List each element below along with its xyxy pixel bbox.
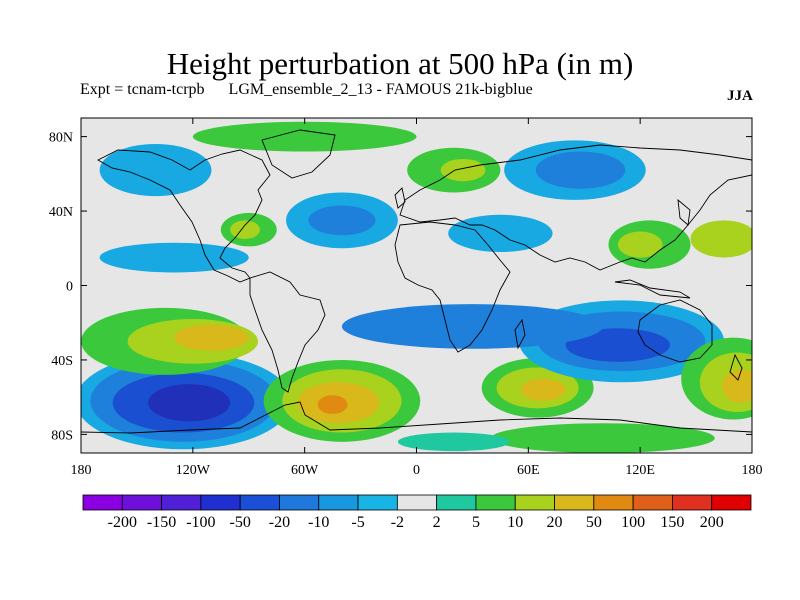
contour-region-north-america-yellow [230,220,260,239]
colorbar-swatch [82,494,123,511]
colorbar-label: -100 [186,514,215,531]
contour-region-south-pacific-low-core [148,384,231,422]
lat-tick-label: 0 [66,280,73,295]
colorbar: -200 -150 -100 -50 -20 -10 -5 -2 2 5 10 20 50 100 150 2… [82,494,752,531]
season-label: JJA [727,88,753,104]
lon-tick-label: 120E [625,463,655,478]
lon-tick-label: 60W [291,463,319,478]
colorbar-label: -150 [147,514,176,531]
contour-regions [81,121,752,453]
lon-tick-label: 120W [176,463,211,478]
coastline-antarctica [81,401,752,434]
colorbar-swatch [161,494,202,511]
contour-region-europe-yellow [440,158,486,182]
contour-region-west-pacific-green [690,220,752,258]
colorbar-label: 10 [507,514,523,531]
contour-region-north-pacific-blue [99,144,212,197]
colorbar-label: 2 [433,514,441,531]
colorbar-swatch [672,494,713,511]
coastline-australia [637,299,713,363]
coastline-south-america [249,271,326,393]
colorbar-swatch [436,494,477,511]
colorbar-label: 5 [472,514,480,531]
colorbar-swatch [239,494,280,511]
lon-tick-label: 60E [517,463,540,478]
lat-tick-label: 80N [49,131,73,146]
contour-region-antarctic-teal [397,432,510,452]
colorbar-label: 50 [586,514,602,531]
run-label: LGM_ensemble_2_13 - FAMOUS 21k-bigblue [228,81,533,98]
colorbar-swatch [200,494,241,511]
contour-region-antarctic-green [491,423,715,453]
colorbar-swatch [318,494,359,511]
colorbar-label: 200 [700,514,724,531]
coastline-north-america [97,149,271,283]
coastline-japan [677,198,691,226]
coastline-new-zealand [729,353,743,381]
contour-region-north-atlantic-blue-core [308,205,376,236]
contour-region-equatorial-blue-band [341,304,603,349]
contour-region-east-asia-yellow [617,231,663,258]
coastline-indonesia [614,279,691,299]
colorbar-label: -20 [269,514,290,531]
contour-region-south-atlantic-high-core [317,395,348,414]
colorbar-swatch [554,494,595,511]
subtitle-line: Expt = tcnam-tcrpb LGM_ensemble_2_13 - F… [80,80,533,100]
lat-tick-label: 40N [49,205,73,220]
colorbar-swatch [711,494,752,511]
lat-tick-label: 80S [51,428,73,443]
contour-region-australia-low-core [565,328,670,362]
coastline-madagascar [514,318,526,350]
colorbar-label: 100 [621,514,645,531]
colorbar-label: -200 [108,514,137,531]
contour-region-arctic-green [192,121,417,152]
colorbar-swatch [357,494,398,511]
colorbar-swatch [514,494,555,511]
contour-region-south-pacific-high-core [722,369,752,403]
coastline-eurasia [399,144,752,271]
colorbar-swatch [121,494,162,511]
colorbar-label: 20 [547,514,563,531]
axis-ticks: 80N 40N 0 40S 80S 180 120W 60W 0 60E 120E 180 [49,118,763,478]
colorbar-label: -5 [351,514,364,531]
colorbar-swatch [593,494,634,511]
lat-tick-label: 40S [51,354,73,369]
map-title: Height perturbation at 500 hPa (in m) [166,46,634,81]
colorbar-label: -2 [391,514,404,531]
coastline-africa [394,221,511,353]
colorbar-swatch [632,494,673,511]
colorbar-label: 150 [660,514,684,531]
colorbar-swatch [475,494,516,511]
colorbar-swatch [396,494,438,511]
coastlines [81,129,752,434]
lon-tick-label: 180 [71,463,92,478]
contour-region-pacific-gold-band [174,324,249,351]
colorbar-label: -10 [308,514,329,531]
lon-tick-label: 180 [742,463,763,478]
colorbar-swatch [279,494,320,511]
coastline-greenland [261,129,336,179]
contour-region-siberia-blue-core [535,151,626,189]
colorbar-label: -50 [230,514,251,531]
contour-region-indian-ocean-high-core [520,378,566,401]
experiment-label: Expt = tcnam-tcrpb [80,81,205,98]
lon-tick-label: 0 [413,463,420,478]
coastline-britain [394,187,406,209]
